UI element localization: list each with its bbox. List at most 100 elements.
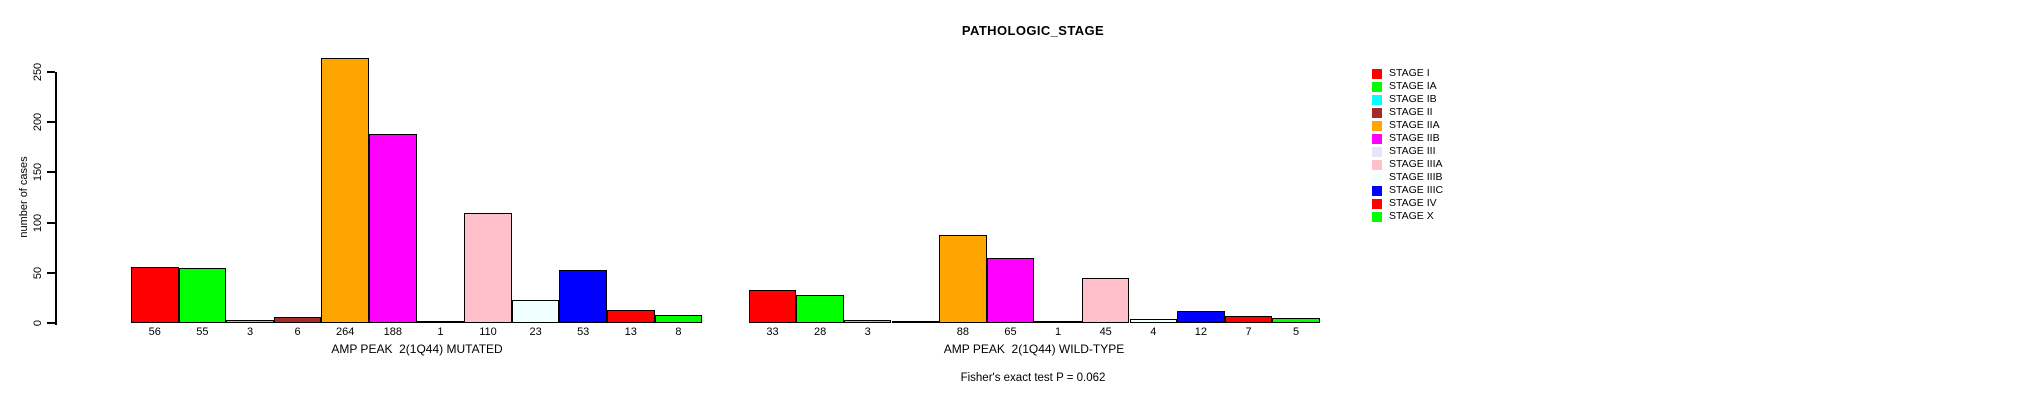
- y-axis-line: [55, 72, 57, 325]
- bar-value-label: 188: [383, 326, 402, 338]
- bar-stage-iib-mutated: [369, 134, 417, 323]
- legend-swatch-stage-i: [1372, 68, 1382, 79]
- legend-swatch-stage-iiib: [1372, 172, 1382, 183]
- bar-value-label: 1: [1055, 326, 1062, 338]
- legend-label: STAGE IIA: [1389, 119, 1440, 131]
- legend-swatch-stage-iib: [1372, 133, 1382, 144]
- bar-value-label: 7: [1245, 326, 1252, 338]
- bar-value-label: 13: [624, 326, 637, 338]
- bar-value-label: 88: [956, 326, 970, 338]
- y-tick: [47, 121, 55, 124]
- bar-stage-iiic-mutated: [559, 270, 607, 323]
- bar-stage-i-wild-type: [748, 290, 797, 323]
- bar-value-label: 55: [196, 326, 209, 338]
- y-tick: [47, 71, 55, 73]
- legend-swatch-stage-ia: [1372, 81, 1382, 92]
- legend-label: STAGE IB: [1389, 93, 1437, 105]
- legend-label: STAGE IA: [1389, 80, 1437, 92]
- bar-value-label: 65: [1004, 326, 1017, 338]
- y-tick: [47, 221, 55, 224]
- legend-label: STAGE IIB: [1389, 132, 1440, 144]
- bar-value-label: 264: [336, 326, 355, 338]
- bar-value-label: 110: [479, 326, 497, 338]
- y-tick-label: 250: [32, 62, 44, 82]
- bar-stage-ii-mutated: [273, 317, 322, 323]
- legend-label: STAGE I: [1389, 67, 1430, 79]
- legend-swatch-stage-iiia: [1372, 159, 1382, 170]
- x-axis-label-wild-type: AMP PEAK 2(1Q44) WILD-TYPE: [943, 342, 1125, 356]
- legend-label: STAGE IV: [1389, 197, 1437, 209]
- legend-item-stage-iib: STAGE IIB: [1372, 132, 1443, 145]
- legend-swatch-stage-x: [1372, 211, 1382, 222]
- legend-swatch-stage-ii: [1372, 107, 1382, 118]
- legend-label: STAGE X: [1389, 210, 1434, 222]
- fisher-test-annotation: Fisher's exact test P = 0.062: [960, 372, 1106, 384]
- legend-label: STAGE II: [1389, 106, 1433, 118]
- legend-swatch-stage-iia: [1372, 120, 1382, 131]
- bar-value-label: 5: [1293, 326, 1300, 338]
- y-tick-label: 200: [32, 113, 44, 132]
- bar-value-label: 56: [148, 326, 161, 338]
- bar-stage-ia-mutated: [178, 268, 227, 323]
- y-tick-label: 50: [32, 266, 44, 279]
- chart-title: PATHOLOGIC_STAGE: [961, 23, 1105, 38]
- bar-stage-iiia-wild-type: [1081, 278, 1130, 323]
- bar-value-label: 4: [1150, 326, 1157, 338]
- bar-stage-iiia-mutated: [464, 213, 512, 323]
- legend-swatch-stage-iiic: [1372, 185, 1382, 196]
- y-tick: [47, 171, 55, 174]
- legend-item-stage-iiic: STAGE IIIC: [1372, 184, 1443, 197]
- legend-label: STAGE IIIA: [1389, 158, 1443, 170]
- bar-stage-iib-wild-type: [986, 258, 1035, 323]
- legend-item-stage-iii: STAGE III: [1372, 145, 1443, 158]
- legend-label: STAGE III: [1389, 145, 1436, 157]
- bar-stage-iiic-wild-type: [1177, 311, 1225, 323]
- bar-stage-iii-mutated: [416, 321, 465, 323]
- bar-value-label: 53: [577, 326, 590, 338]
- bar-value-label: 28: [813, 326, 827, 338]
- bar-stage-iv-mutated: [607, 310, 655, 323]
- bar-value-label: 12: [1194, 326, 1208, 338]
- legend-item-stage-iiib: STAGE IIIB: [1372, 171, 1443, 184]
- legend-swatch-stage-iii: [1372, 146, 1382, 157]
- bar-stage-ib-wild-type: [843, 320, 892, 323]
- bar-value-label: 23: [529, 326, 542, 338]
- legend-item-stage-iv: STAGE IV: [1372, 197, 1443, 210]
- bar-stage-iii-wild-type: [1034, 321, 1082, 323]
- bar-value-label: 6: [294, 326, 301, 338]
- bar-value-label: 33: [766, 326, 779, 338]
- bar-stage-ib-mutated: [226, 320, 274, 323]
- legend-label: STAGE IIIC: [1389, 184, 1444, 196]
- bar-stage-iiib-mutated: [511, 300, 560, 323]
- bar-stage-x-mutated: [654, 315, 703, 323]
- bar-stage-iia-mutated: [321, 58, 369, 323]
- y-tick-label: 150: [32, 163, 44, 182]
- bar-stage-iia-wild-type: [939, 235, 987, 323]
- bar-value-label: 8: [675, 326, 682, 338]
- x-axis-label-mutated: AMP PEAK 2(1Q44) MUTATED: [331, 342, 503, 356]
- legend-item-stage-ib: STAGE IB: [1372, 93, 1443, 106]
- legend-item-stage-ia: STAGE IA: [1372, 80, 1443, 93]
- y-axis-title: number of cases: [18, 156, 30, 238]
- legend-item-stage-x: STAGE X: [1372, 210, 1443, 223]
- legend-item-stage-ii: STAGE II: [1372, 106, 1443, 119]
- bar-value-label: 1: [437, 326, 444, 338]
- legend-swatch-stage-iv: [1372, 198, 1382, 209]
- y-tick-label: 100: [32, 213, 44, 232]
- legend-item-stage-iiia: STAGE IIIA: [1372, 158, 1443, 171]
- bar-value-label: 3: [864, 326, 871, 338]
- bar-stage-i-mutated: [131, 267, 179, 323]
- bar-value-label: 3: [246, 326, 254, 338]
- bar-stage-x-wild-type: [1272, 318, 1320, 323]
- bar-value-label: 45: [1099, 326, 1112, 338]
- legend-item-stage-iia: STAGE IIA: [1372, 119, 1443, 132]
- bar-stage-iv-wild-type: [1224, 316, 1273, 323]
- legend: STAGE I STAGE IA STAGE IB STAGE II STAGE IIA…: [1372, 67, 1443, 223]
- legend-swatch-stage-ib: [1372, 94, 1382, 105]
- bar-stage-iiib-wild-type: [1129, 319, 1178, 323]
- bar-stage-ii-wild-type: [891, 321, 940, 323]
- bar-stage-ia-wild-type: [796, 295, 844, 323]
- legend-label: STAGE IIIB: [1389, 171, 1443, 183]
- y-tick: [47, 322, 55, 324]
